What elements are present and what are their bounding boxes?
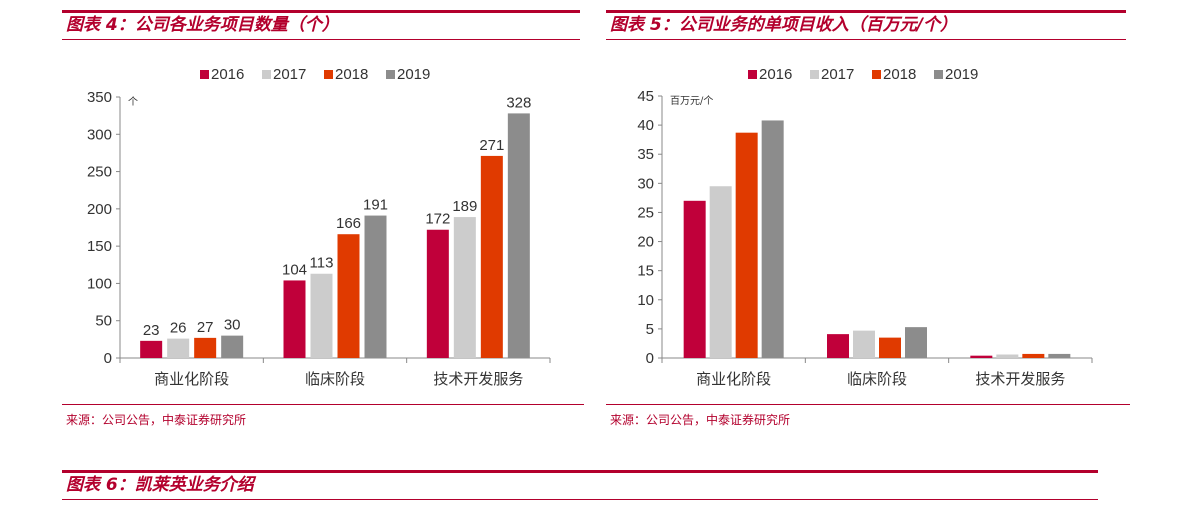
bar-2016 — [970, 355, 993, 358]
bar-2016 — [683, 200, 706, 358]
y-tick-label: 20 — [637, 234, 654, 251]
y-tick-label: 150 — [87, 238, 112, 255]
y-tick-label: 5 — [646, 321, 654, 338]
chart-revenue-per-project: 2016 2017 2018 2019 0 5 10 15 20 25 30 35 40 45 百万元/个商… — [637, 66, 1093, 388]
y-unit-label: 个 — [128, 96, 138, 108]
data-label: 271 — [479, 137, 504, 154]
y-tick-label: 300 — [87, 126, 112, 143]
bar-2017 — [453, 217, 476, 358]
bar-2017 — [996, 354, 1019, 358]
chart-project-count: 2016 2017 2018 2019 0 50 100 150 200 250 300 350 个 23… — [87, 66, 551, 388]
data-label: 191 — [363, 197, 388, 214]
data-label: 172 — [425, 211, 450, 228]
y-tick-label: 350 — [87, 89, 112, 106]
bar-2019 — [905, 327, 927, 358]
x-category-label: 商业化阶段 — [154, 370, 229, 388]
bar-2016 — [283, 280, 306, 358]
data-label: 26 — [170, 320, 187, 337]
data-label: 113 — [310, 255, 334, 272]
fig4-title: 图表 4：公司各业务项目数量（个） — [62, 10, 580, 40]
bar-2017 — [310, 273, 333, 358]
x-category-label: 技术开发服务 — [433, 370, 523, 388]
legend-label-2017: 2017 — [821, 66, 854, 83]
y-tick-label: 0 — [646, 350, 654, 367]
fig6-title: 图表 6：凯莱英业务介绍 — [62, 470, 1098, 500]
data-label: 104 — [282, 261, 307, 278]
data-label: 30 — [224, 317, 241, 334]
legend-label-2017: 2017 — [273, 66, 306, 83]
data-label: 27 — [197, 319, 214, 336]
legend-label-2016: 2016 — [211, 66, 244, 83]
legend-label-2018: 2018 — [335, 66, 368, 83]
legend-swatch-2017 — [810, 70, 819, 79]
fig5-source: 来源：公司公告，中泰证券研究所 — [606, 404, 1130, 428]
bar-2019 — [364, 215, 387, 358]
data-label: 189 — [452, 198, 477, 215]
legend-swatch-2016 — [748, 70, 757, 79]
y-tick-label: 10 — [637, 292, 654, 309]
bar-2018 — [735, 132, 758, 358]
legend-swatch-2018 — [324, 70, 333, 79]
legend-swatch-2018 — [872, 70, 881, 79]
legend-swatch-2016 — [200, 70, 209, 79]
y-tick-label: 0 — [104, 350, 112, 367]
x-category-label: 临床阶段 — [305, 370, 365, 388]
bar-2016 — [140, 340, 163, 358]
bar-2018 — [480, 155, 503, 358]
y-tick-label: 45 — [637, 88, 654, 105]
bar-2019 — [761, 120, 784, 358]
bar-2018 — [194, 337, 217, 358]
legend-swatch-2017 — [262, 70, 271, 79]
bar-2017 — [709, 186, 732, 358]
fig5-title: 图表 5：公司业务的单项目收入（百万元/个） — [606, 10, 1126, 40]
data-label: 328 — [506, 94, 531, 111]
bar-2018 — [879, 337, 901, 358]
legend-label-2019: 2019 — [945, 66, 978, 83]
legend-label-2019: 2019 — [397, 66, 430, 83]
bar-2017 — [167, 338, 190, 358]
bar-2016 — [426, 229, 449, 358]
bar-2019 — [507, 113, 530, 358]
bar-2019 — [221, 335, 244, 358]
y-tick-label: 50 — [95, 313, 112, 330]
data-label: 23 — [143, 322, 160, 339]
y-tick-label: 15 — [637, 263, 654, 280]
x-category-label: 技术开发服务 — [975, 370, 1065, 388]
y-tick-label: 35 — [637, 146, 654, 163]
y-tick-label: 250 — [87, 164, 112, 181]
bar-2016 — [827, 334, 849, 358]
bar-2017 — [853, 330, 875, 358]
bar-2018 — [1022, 353, 1045, 358]
y-tick-label: 40 — [637, 117, 654, 134]
x-category-label: 临床阶段 — [847, 370, 907, 388]
legend-swatch-2019 — [386, 70, 395, 79]
y-tick-label: 100 — [87, 275, 112, 292]
x-category-label: 商业化阶段 — [696, 370, 771, 388]
legend-label-2018: 2018 — [883, 66, 916, 83]
legend-swatch-2019 — [934, 70, 943, 79]
y-unit-label: 百万元/个 — [670, 95, 713, 107]
legend-label-2016: 2016 — [759, 66, 792, 83]
bar-2019 — [1048, 353, 1071, 358]
y-tick-label: 25 — [637, 204, 654, 221]
bar-2018 — [337, 234, 360, 358]
y-tick-label: 30 — [637, 175, 654, 192]
fig4-source: 来源：公司公告，中泰证券研究所 — [62, 404, 584, 428]
y-tick-label: 200 — [87, 201, 112, 218]
data-label: 166 — [336, 215, 361, 232]
